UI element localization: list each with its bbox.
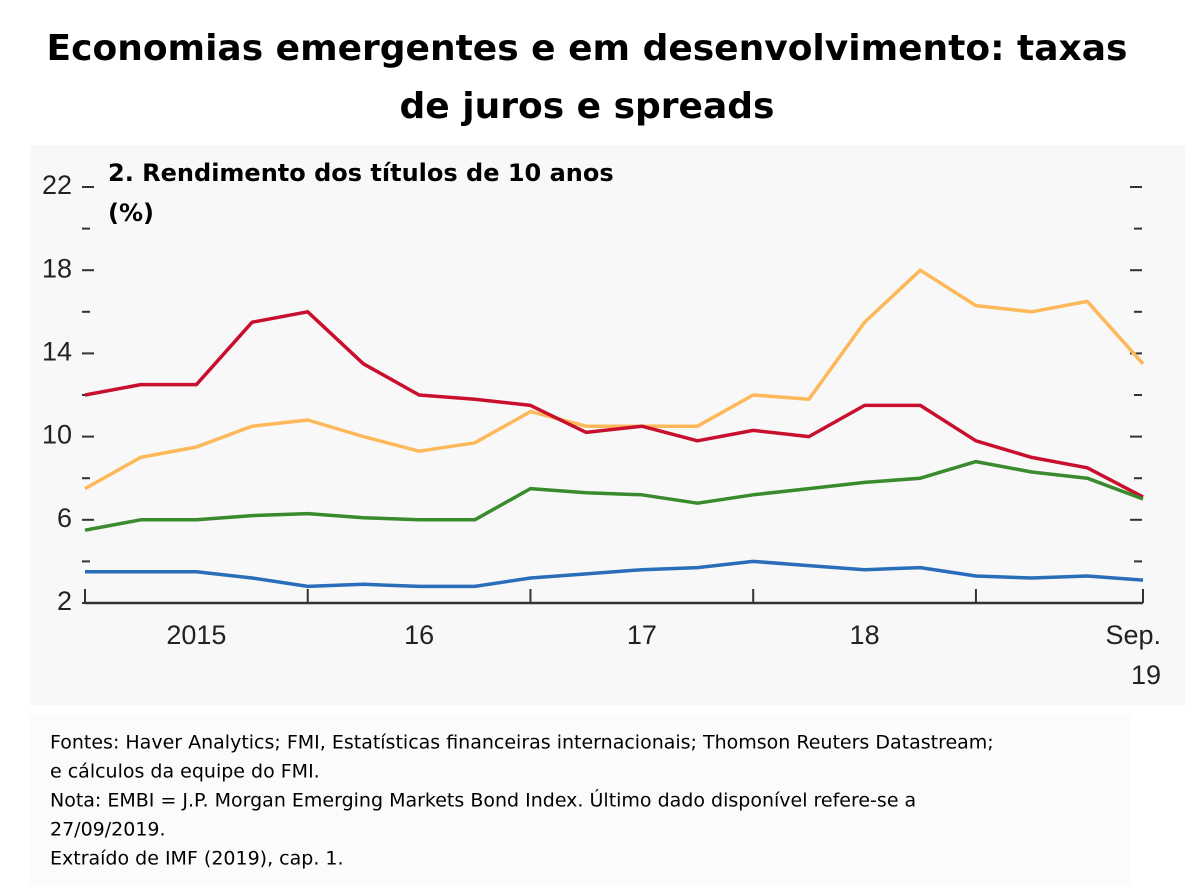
y-tick-label: 18: [42, 253, 72, 283]
y-tick-label: 14: [42, 337, 72, 367]
x-tick-label: Sep. 19: [1105, 620, 1161, 690]
note: e cálculos da equipe do FMI.: [50, 761, 320, 783]
notes-background: [30, 715, 1130, 885]
x-tick-label: 17: [627, 620, 657, 650]
series-line: [84, 310, 1144, 499]
series-line: [85, 559, 1144, 589]
y-tick-label: 10: [42, 420, 72, 450]
note: Fontes: Haver Analytics; FMI, Estatístic…: [50, 732, 994, 754]
note: 27/09/2019.: [50, 819, 166, 841]
note: Nota: EMBI = J.P. Morgan Emerging Market…: [50, 788, 916, 812]
y-tick-label: 6: [57, 503, 72, 533]
x-tick-label: 16: [404, 620, 434, 650]
y-tick-label: 22: [42, 170, 72, 200]
y-tick-label: 2: [57, 586, 72, 616]
chart-title: Economias emergentes e em desenvolviment…: [47, 28, 1128, 69]
series-line: [84, 459, 1144, 532]
subtitle: (%): [108, 199, 154, 227]
x-tick-label: 2015: [166, 620, 226, 650]
x-tick-label: 18: [850, 620, 880, 650]
note: Extraído de IMF (2019), cap. 1.: [50, 848, 344, 870]
series-line: [84, 268, 1145, 491]
subtitle: 2. Rendimento dos títulos de 10 anos: [108, 159, 614, 187]
chart-title: de juros e spreads: [400, 86, 775, 127]
